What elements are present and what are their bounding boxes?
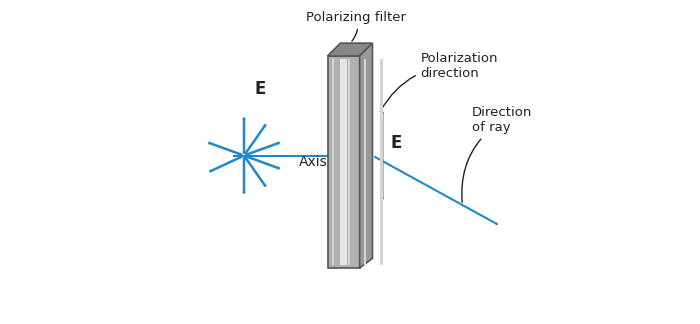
Text: Polarization
direction: Polarization direction (380, 52, 498, 111)
Text: Polarizing filter: Polarizing filter (307, 11, 407, 41)
Polygon shape (328, 56, 360, 268)
Polygon shape (364, 59, 367, 265)
Polygon shape (340, 59, 347, 265)
Polygon shape (348, 59, 351, 265)
Text: E: E (254, 80, 266, 98)
Text: Direction
of ray: Direction of ray (462, 106, 533, 202)
Polygon shape (332, 59, 335, 265)
Text: E: E (390, 134, 402, 152)
Text: Axis: Axis (299, 155, 328, 169)
Polygon shape (328, 43, 372, 56)
Polygon shape (360, 43, 372, 268)
Polygon shape (379, 59, 382, 265)
